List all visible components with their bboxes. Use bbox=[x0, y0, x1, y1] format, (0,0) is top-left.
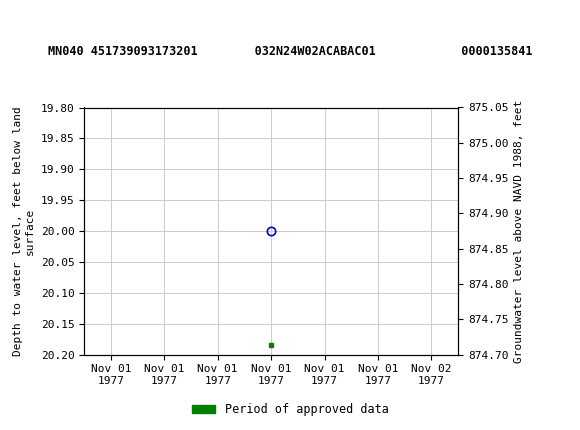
Y-axis label: Depth to water level, feet below land
surface: Depth to water level, feet below land su… bbox=[13, 106, 35, 356]
Text: ▒ USGS: ▒ USGS bbox=[12, 9, 66, 27]
Legend: Period of approved data: Period of approved data bbox=[187, 398, 393, 421]
Y-axis label: Groundwater level above NAVD 1988, feet: Groundwater level above NAVD 1988, feet bbox=[514, 99, 524, 363]
Bar bbox=[6, 3, 87, 33]
Text: MN040 451739093173201        032N24W02ACABAC01            0000135841: MN040 451739093173201 032N24W02ACABAC01 … bbox=[48, 46, 532, 58]
